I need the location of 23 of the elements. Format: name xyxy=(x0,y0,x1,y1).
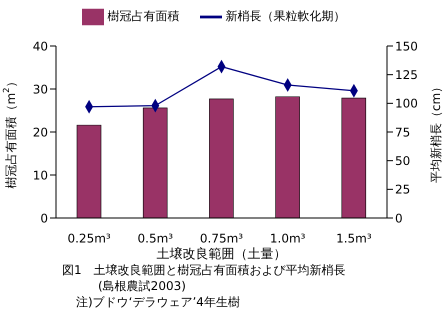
y-tick-label: 40 xyxy=(32,39,48,54)
legend-label: 樹冠占有面積 xyxy=(108,9,180,24)
y2-tick-label: 150 xyxy=(395,39,418,54)
legend-label: 新梢長（果粒軟化期） xyxy=(226,9,346,24)
y2-axis-title: 平均新梢長（cm） xyxy=(429,80,443,184)
text: 注)ブドウ‘デラウェア’4年生樹 xyxy=(75,294,241,310)
caption: 図1 土壌改良範囲と樹冠占有面積および平均新梢長(島根農試2003) xyxy=(62,262,347,294)
x-tick-label: 1.5m³ xyxy=(336,232,372,246)
y2-tick-label: 0 xyxy=(395,211,403,226)
x-tick-label: 1.0m³ xyxy=(270,232,306,246)
x-axis-title: 土壌改良範囲（土量） xyxy=(156,246,286,262)
y2-tick-label: 50 xyxy=(395,154,410,168)
y-tick-label: 20 xyxy=(32,125,48,140)
y-tick-label: 30 xyxy=(32,82,48,96)
y-tick-label: 10 xyxy=(32,168,48,182)
y2-tick-label: 75 xyxy=(395,125,410,140)
x-tick-label: 0.25m³ xyxy=(67,232,111,246)
y2-tick-label: 125 xyxy=(395,68,418,82)
y2-tick-label: 25 xyxy=(395,182,410,197)
y2-tick-label: 100 xyxy=(395,96,418,111)
x-tick-label: 0.5m³ xyxy=(138,232,174,246)
x-tick-label: 0.75m³ xyxy=(200,232,244,246)
y-tick-label: 0 xyxy=(40,211,48,226)
